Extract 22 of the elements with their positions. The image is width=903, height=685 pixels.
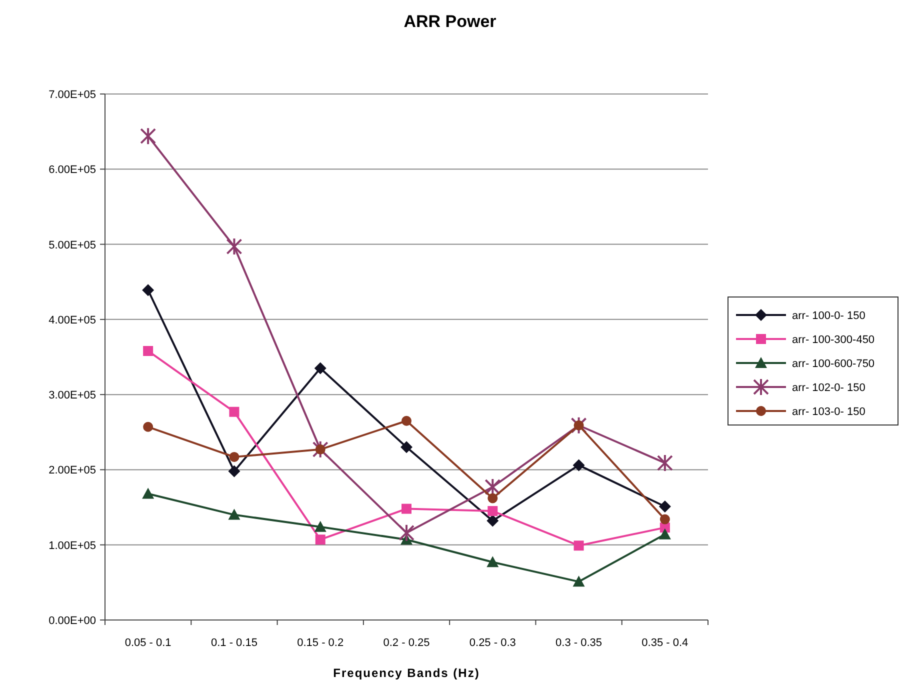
x-tick-label: 0.2 - 0.25	[383, 637, 430, 649]
y-tick-label: 1.00E+05	[48, 540, 96, 552]
x-tick-label: 0.35 - 0.4	[642, 637, 688, 649]
y-tick-label: 5.00E+05	[48, 239, 96, 252]
y-tick-label: 6.00E+05	[48, 164, 96, 176]
x-tick-label: 0.15 - 0.2	[297, 637, 344, 649]
legend-label: arr- 102-0- 150	[792, 382, 866, 394]
y-tick-label: 4.00E+05	[48, 314, 96, 326]
y-tick-label: 0.00E+00	[48, 615, 96, 627]
x-tick-label: 0.05 - 0.1	[124, 637, 172, 649]
y-tick-label: 7.00E+05	[48, 89, 96, 101]
legend-label: arr- 100-0- 150	[792, 310, 866, 322]
y-tick-label: 3.00E+05	[48, 390, 96, 402]
x-tick-label: 0.1 - 0.15	[210, 637, 258, 649]
x-tick-label: 0.25 - 0.3	[469, 637, 516, 649]
legend-label: arr- 100-300-450	[792, 334, 875, 346]
y-tick-label: 2.00E+05	[48, 464, 96, 477]
legend-label: arr- 103-0- 150	[792, 406, 866, 418]
legend-label: arr- 100-600-750	[792, 358, 875, 370]
x-axis-title: Frequency Bands (Hz)	[333, 666, 480, 680]
chart-title: ARR Power	[404, 12, 497, 31]
x-tick-label: 0.3 - 0.35	[556, 637, 602, 649]
